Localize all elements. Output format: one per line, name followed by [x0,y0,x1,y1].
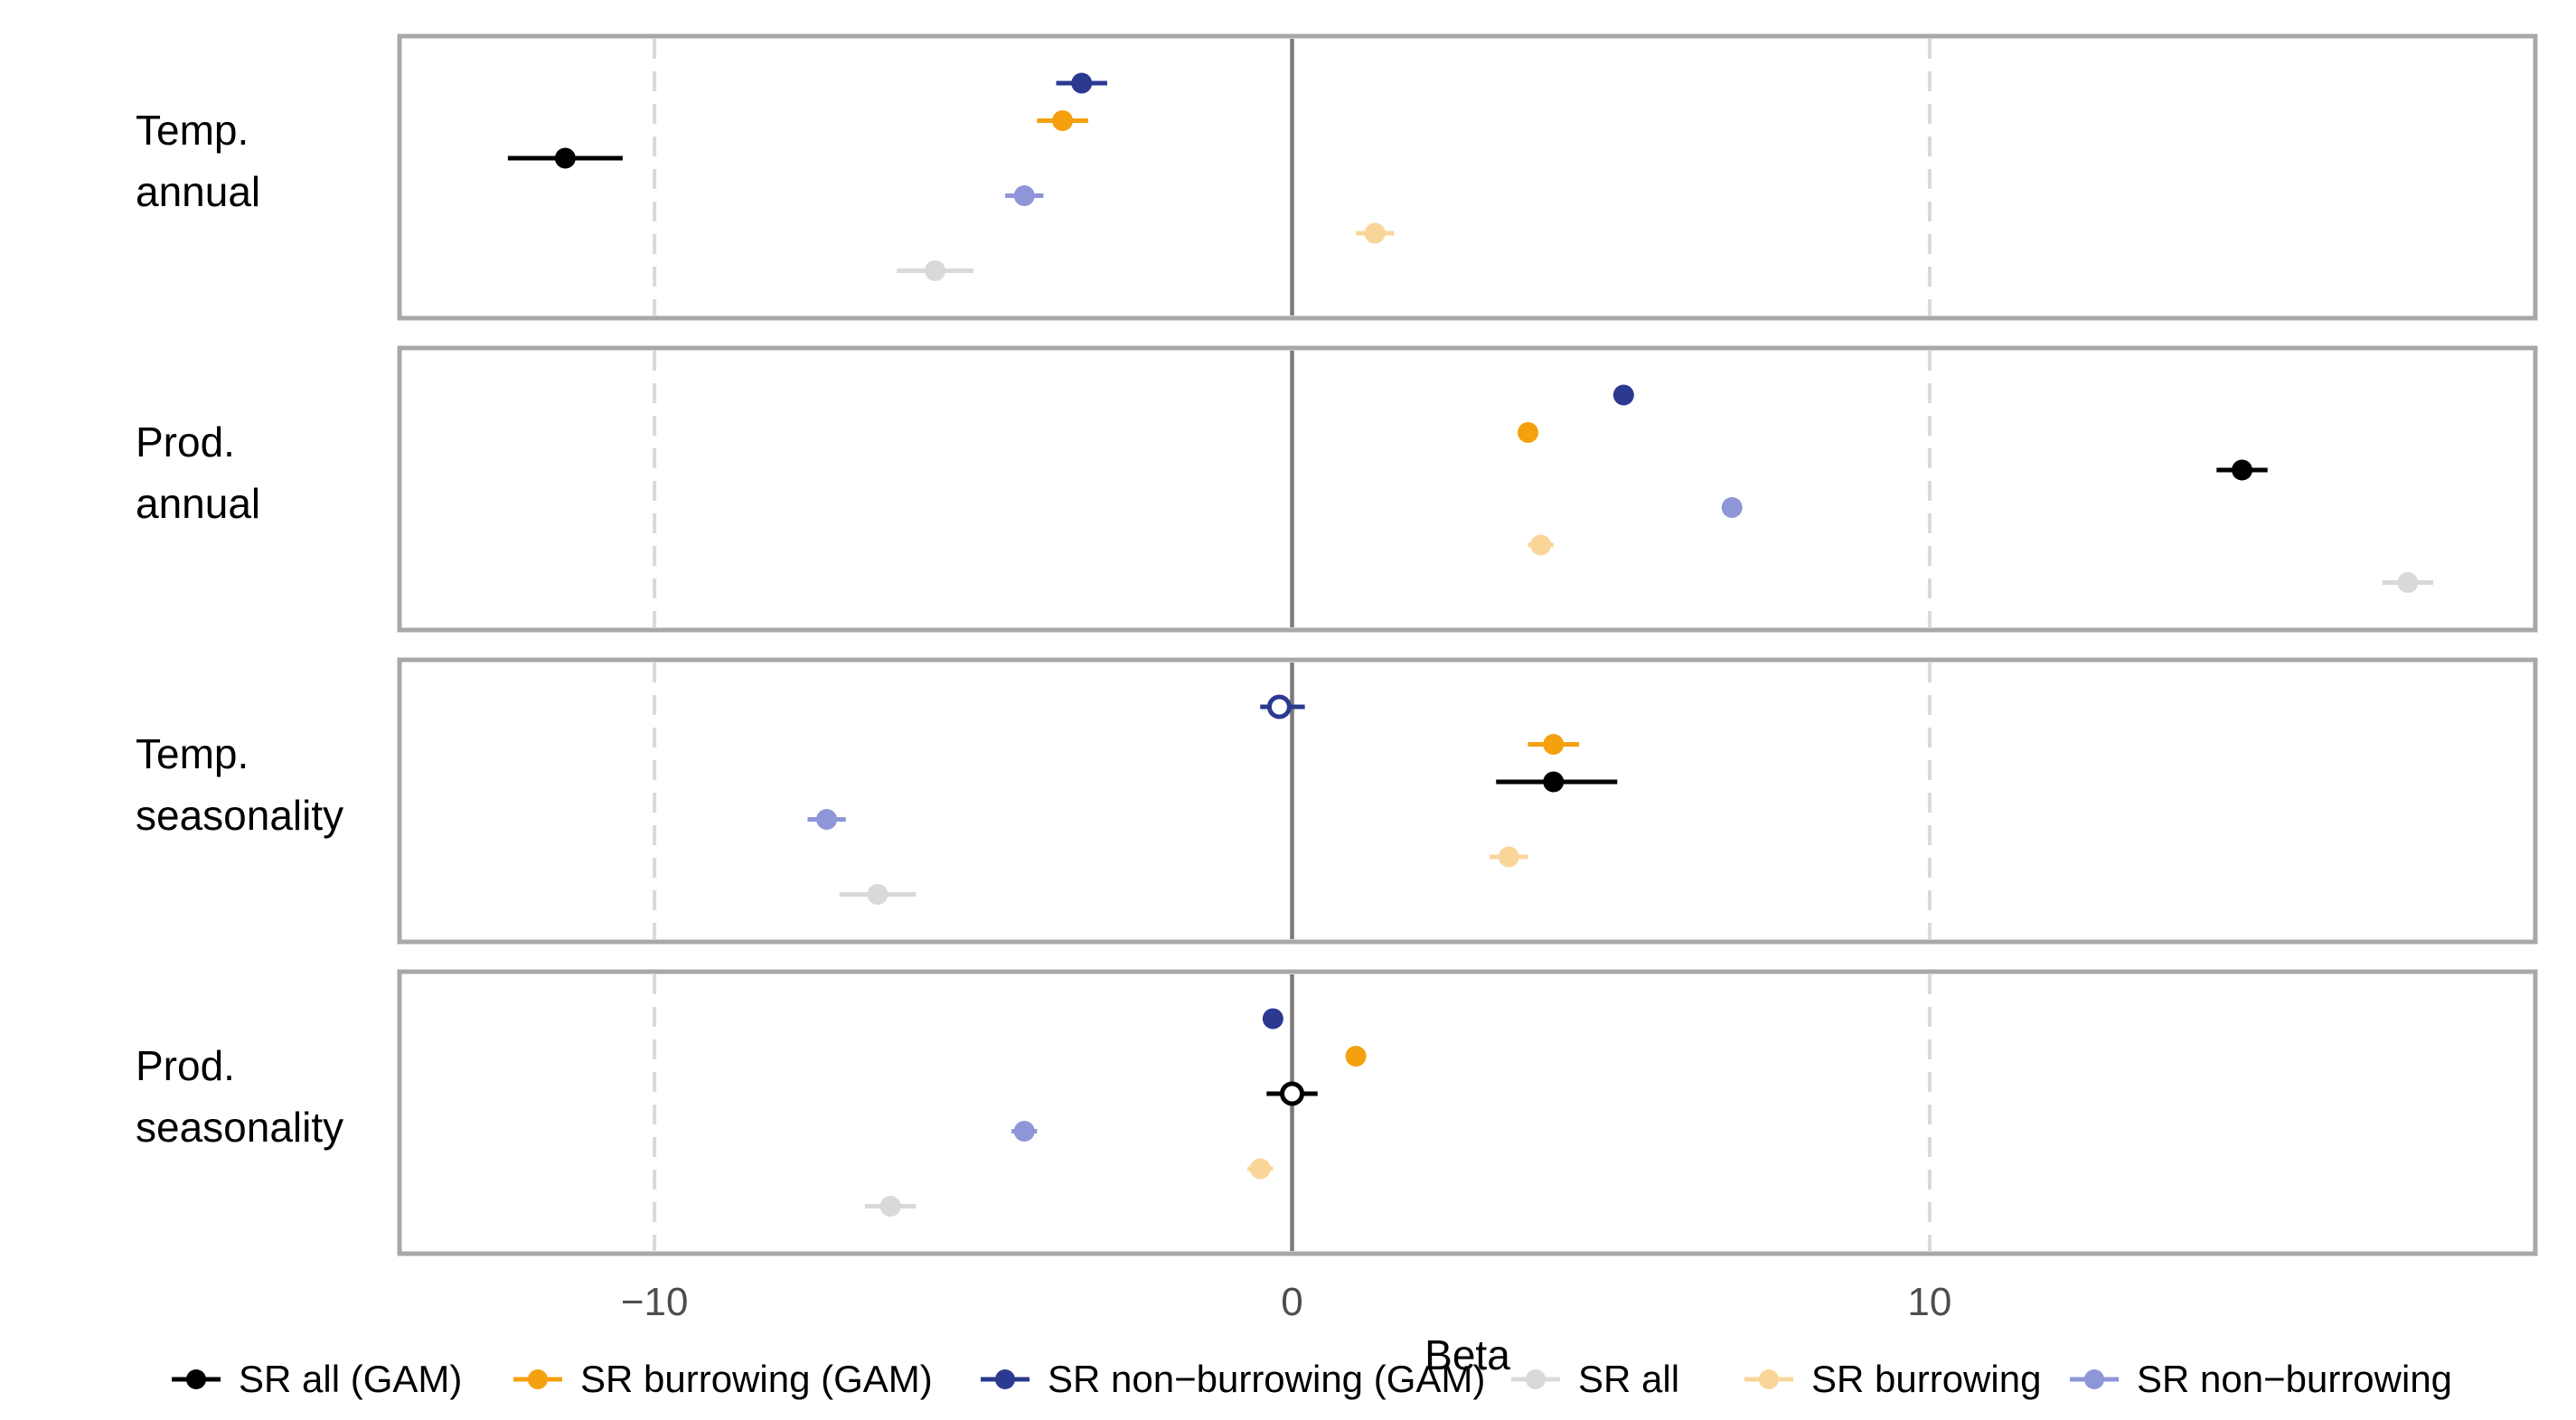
panel-prod-annual: Prod. annual [136,345,2538,633]
panel-label: annual [136,480,260,527]
legend-label: SR non−burrowing [2137,1358,2452,1400]
legend-item-sr-burrowing: SR burrowing [1744,1358,2041,1400]
point-sr-non-burrowing-gam [1260,694,1305,719]
legend-item-sr-all: SR all [1511,1358,1679,1400]
legend-item-sr-non-burrowing: SR non−burrowing [2070,1358,2452,1400]
point-sr-non-burrowing-gam [1262,1008,1283,1030]
x-tick-label: 0 [1281,1280,1302,1324]
point-sr-burrowing-gam [1528,734,1579,755]
panel-frame [397,33,2538,321]
point-sr-all-gam [2216,459,2268,481]
estimate-marker [1530,534,1552,556]
legend-item-sr-all-gam: SR all (GAM) [172,1358,462,1400]
estimate-marker [1345,1046,1367,1067]
panel-label: annual [136,168,260,215]
estimate-marker [1364,222,1386,244]
panel-prod-seasonality: Prod. seasonality [136,969,2538,1256]
point-sr-burrowing-gam [1037,110,1088,131]
x-axis: Beta −10 0 10 [621,1280,1952,1378]
panel-label: Temp. [136,107,249,154]
panel-label: seasonality [136,1104,343,1151]
legend-key-marker [528,1369,548,1389]
estimate-marker [867,884,888,905]
estimate-marker [1071,72,1093,94]
point-sr-burrowing [1356,222,1395,244]
point-sr-non-burrowing-gam [1056,72,1107,94]
estimate-marker [925,260,946,281]
point-sr-all [2382,572,2434,593]
panel-temp-seasonality: Temp. seasonality [136,657,2538,945]
estimate-marker [879,1196,901,1217]
x-tick-label: 10 [1907,1280,1951,1324]
legend-label: SR burrowing (GAM) [580,1358,933,1400]
legend-key-marker [186,1369,206,1389]
estimate-marker [1249,1158,1271,1180]
legend-key-marker [1526,1369,1546,1389]
legend-label: SR non−burrowing (GAM) [1048,1358,1485,1400]
point-sr-non-burrowing [807,809,846,830]
estimate-marker [1518,422,1539,443]
point-sr-non-burrowing-gam [1612,384,1634,406]
point-sr-non-burrowing [1005,185,1044,206]
panel-frame [397,345,2538,633]
legend-key-marker [1759,1369,1779,1389]
point-sr-all-gam [1266,1081,1318,1106]
point-sr-all-gam [507,147,623,169]
legend-label: SR all [1578,1358,1679,1400]
panel-frame [397,969,2538,1256]
estimate-marker [1721,497,1743,518]
estimate-marker [1498,846,1519,868]
legend-key-marker [2084,1369,2104,1389]
point-sr-all [897,260,973,281]
panel-label: Prod. [136,418,235,465]
estimate-marker [816,809,838,830]
panel-label: seasonality [136,792,343,839]
point-sr-burrowing [1247,1158,1274,1180]
point-sr-burrowing [1490,846,1528,868]
estimate-marker [1013,1121,1035,1142]
legend-item-sr-non-burrowing-gam: SR non−burrowing (GAM) [981,1358,1485,1400]
estimate-marker [1013,185,1035,206]
point-sr-burrowing-gam [1518,422,1539,443]
estimate-marker-hollow [1266,694,1292,719]
panel-label: Temp. [136,730,249,777]
x-tick-label: −10 [621,1280,689,1324]
point-sr-burrowing-gam [1345,1046,1367,1067]
x-axis-title: Beta [1424,1331,1510,1378]
estimate-marker [1543,771,1565,793]
panel-label: Prod. [136,1042,235,1089]
point-sr-all-gam [1496,771,1618,793]
estimate-marker-hollow [1280,1081,1305,1106]
estimate-marker [2397,572,2419,593]
estimate-marker [1543,734,1565,755]
legend-item-sr-burrowing-gam: SR burrowing (GAM) [513,1358,933,1400]
estimate-marker [1612,384,1634,406]
panel-frame [397,657,2538,945]
legend-label: SR burrowing [1811,1358,2041,1400]
panel-temp-annual: Temp. annual [136,33,2538,321]
estimate-marker [554,147,576,169]
point-sr-non-burrowing [1721,497,1743,518]
point-sr-all [839,884,917,905]
legend: SR all (GAM) SR burrowing (GAM) SR non−bur… [172,1358,2452,1400]
estimate-marker [2232,459,2253,481]
legend-key-marker [995,1369,1015,1389]
legend-label: SR all (GAM) [239,1358,462,1400]
estimate-marker [1052,110,1074,131]
panels: Temp.annualProd.annualTemp.seasonalityPr… [136,33,2538,1256]
point-sr-non-burrowing [1011,1121,1038,1142]
point-sr-all [864,1196,917,1217]
point-sr-burrowing [1528,534,1554,556]
estimate-marker [1262,1008,1283,1030]
